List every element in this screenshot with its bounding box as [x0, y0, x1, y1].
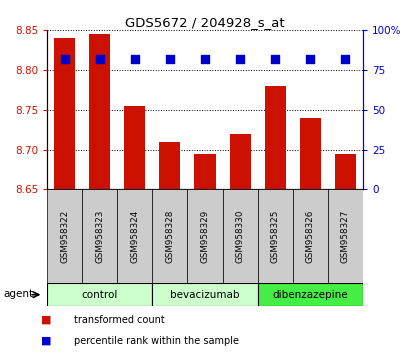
Point — [341, 56, 348, 62]
Text: agent: agent — [4, 289, 34, 298]
Bar — [229, 134, 250, 189]
Text: transformed count: transformed count — [74, 315, 164, 325]
Bar — [187, 189, 222, 283]
Text: GSM958329: GSM958329 — [200, 210, 209, 263]
Text: bevacizumab: bevacizumab — [170, 290, 239, 300]
Bar — [117, 189, 152, 283]
Point — [96, 56, 103, 62]
Text: percentile rank within the sample: percentile rank within the sample — [74, 336, 238, 346]
Text: ■: ■ — [41, 315, 52, 325]
Point — [236, 56, 243, 62]
Point — [201, 56, 208, 62]
Bar — [327, 189, 362, 283]
Bar — [82, 189, 117, 283]
Text: GSM958328: GSM958328 — [165, 210, 174, 263]
Point — [166, 56, 173, 62]
Bar — [222, 189, 257, 283]
Text: dibenzazepine: dibenzazepine — [272, 290, 347, 300]
Point — [131, 56, 138, 62]
Point — [271, 56, 278, 62]
Bar — [152, 189, 187, 283]
Text: GSM958330: GSM958330 — [235, 210, 244, 263]
Bar — [299, 118, 320, 189]
Text: ■: ■ — [41, 336, 52, 346]
Text: GSM958326: GSM958326 — [305, 210, 314, 263]
Bar — [257, 189, 292, 283]
Bar — [47, 189, 82, 283]
Bar — [89, 34, 110, 189]
Point — [306, 56, 313, 62]
Text: GSM958325: GSM958325 — [270, 210, 279, 263]
Bar — [54, 38, 75, 189]
Bar — [152, 283, 257, 306]
Bar — [264, 86, 285, 189]
Point — [61, 56, 68, 62]
Text: GSM958322: GSM958322 — [60, 210, 69, 263]
Text: GSM958324: GSM958324 — [130, 210, 139, 263]
Text: GSM958323: GSM958323 — [95, 210, 104, 263]
Bar — [159, 142, 180, 189]
Text: control: control — [81, 290, 118, 300]
Bar — [47, 283, 152, 306]
Bar — [257, 283, 362, 306]
Bar — [334, 154, 355, 189]
Bar — [124, 106, 145, 189]
Bar — [292, 189, 327, 283]
Title: GDS5672 / 204928_s_at: GDS5672 / 204928_s_at — [125, 16, 284, 29]
Bar — [194, 154, 215, 189]
Text: GSM958327: GSM958327 — [340, 210, 349, 263]
